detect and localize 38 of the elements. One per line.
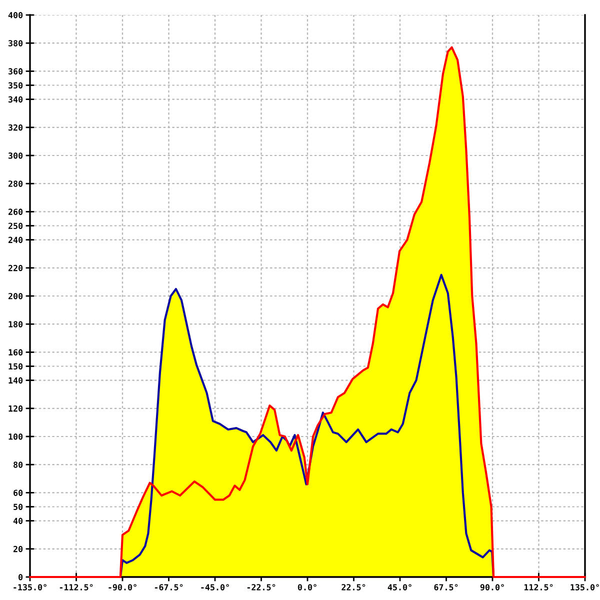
y-tick-label: 120 [8, 405, 23, 412]
y-tick-label: 240 [8, 236, 23, 244]
y-tick-label: 380 [8, 40, 23, 46]
y-tick-label: 260 [8, 208, 23, 215]
x-tick-label: 0.0° [298, 584, 316, 590]
y-tick-label: 220 [8, 264, 23, 272]
y-tick-label: 80 [14, 462, 23, 468]
y-tick-label: 100 [8, 433, 23, 440]
y-tick-label: 60 [14, 490, 23, 496]
x-tick-label: -90.0° [108, 584, 136, 590]
y-tick-label: 200 [8, 292, 23, 300]
y-tick-label: 150 [8, 363, 23, 370]
x-tick-label: 112.5° [524, 584, 553, 590]
x-tick-label: -45.0° [201, 584, 229, 590]
y-tick-label: 250 [8, 222, 23, 230]
x-tick-label: -135.0° [14, 584, 46, 590]
x-tick-label: -67.5° [154, 584, 183, 590]
x-tick-label: 45.0° [388, 584, 412, 590]
y-tick-label: 300 [8, 152, 23, 159]
y-tick-label: 0 [18, 574, 23, 580]
x-tick-label: -112.5° [60, 584, 93, 590]
y-tick-label: 280 [8, 180, 23, 187]
x-tick-label: 90.0° [480, 584, 504, 590]
y-tick-label: 50 [14, 504, 23, 510]
y-tick-label: 160 [8, 349, 23, 356]
x-tick-label: 67.5° [434, 584, 458, 590]
y-tick-label: 350 [8, 82, 23, 89]
y-tick-label: 360 [8, 68, 23, 74]
y-tick-label: 140 [8, 377, 23, 384]
y-tick-label: 40 [13, 518, 23, 524]
y-tick-label: 180 [8, 321, 23, 328]
y-tick-label: 400 [8, 12, 23, 18]
x-tick-label: 135.0° [570, 584, 599, 590]
x-tick-label: 22.5° [342, 584, 366, 590]
y-tick-label: 20 [13, 546, 23, 552]
y-tick-label: 340 [8, 96, 23, 103]
y-tick-label: 320 [8, 124, 23, 131]
x-tick-label: -22.5° [247, 584, 276, 590]
